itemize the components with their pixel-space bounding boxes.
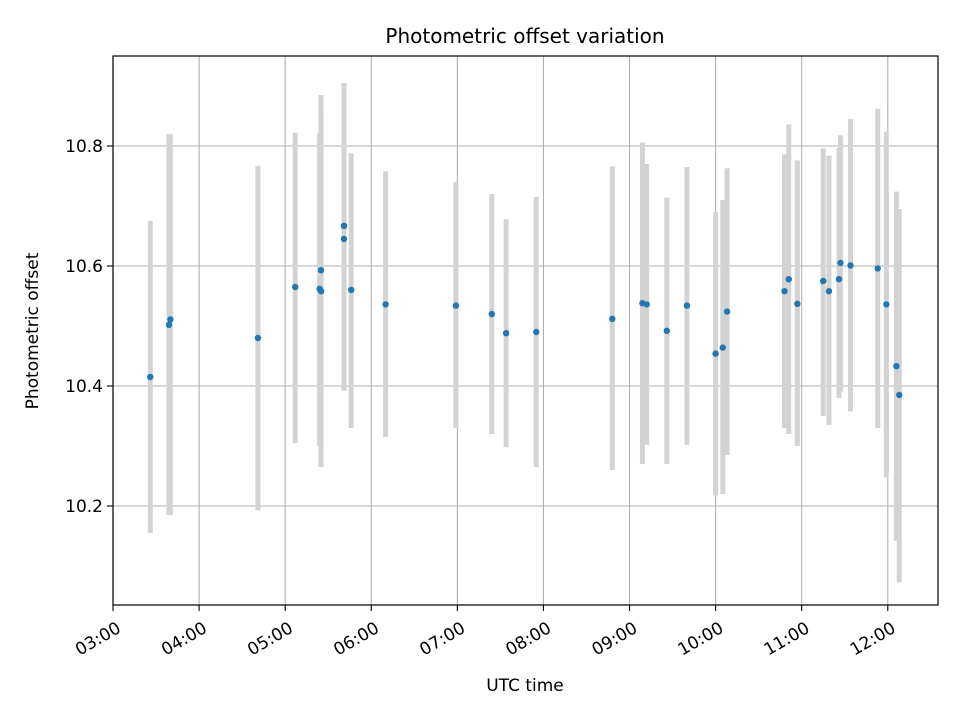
data-point	[712, 350, 719, 357]
data-point	[488, 310, 495, 318]
data-point	[292, 283, 299, 291]
data-point	[835, 276, 843, 283]
data-point	[147, 373, 154, 381]
y-tick-label: 10.4	[65, 377, 103, 397]
data-point	[893, 363, 900, 370]
x-axis-label: UTC time	[486, 676, 564, 696]
data-point	[820, 277, 827, 285]
data-point	[874, 265, 881, 272]
data-point	[643, 301, 650, 308]
data-point	[785, 276, 792, 283]
data-point	[837, 259, 844, 267]
data-point	[452, 302, 460, 309]
y-tick-label: 10.8	[65, 137, 103, 157]
chart-title: Photometric offset variation	[385, 24, 664, 48]
y-tick-label: 10.6	[65, 257, 103, 277]
data-point	[317, 288, 325, 295]
data-point	[663, 327, 671, 334]
data-point	[317, 267, 325, 274]
data-point	[794, 300, 801, 307]
y-tick-label: 10.2	[65, 497, 103, 517]
data-point	[896, 391, 903, 399]
data-point	[609, 315, 616, 322]
data-point	[340, 222, 348, 229]
data-point	[781, 288, 788, 295]
data-point	[167, 316, 174, 323]
data-point	[825, 288, 833, 295]
data-point	[382, 301, 389, 308]
data-point	[723, 308, 731, 315]
data-points	[147, 222, 903, 399]
data-point	[347, 286, 355, 294]
data-point	[883, 301, 890, 308]
plot-area	[113, 56, 938, 605]
y-axis-ticks: 10.2 10.4 10.6 10.8	[65, 137, 113, 517]
data-point	[165, 321, 173, 328]
data-point	[719, 344, 726, 351]
y-axis-label: Photometric offset	[23, 252, 43, 409]
data-point	[254, 334, 262, 342]
data-point	[683, 302, 691, 309]
data-point	[533, 328, 540, 336]
data-point	[340, 235, 348, 243]
plot-frame	[112, 55, 939, 606]
data-point	[502, 330, 510, 337]
data-point	[847, 262, 854, 269]
